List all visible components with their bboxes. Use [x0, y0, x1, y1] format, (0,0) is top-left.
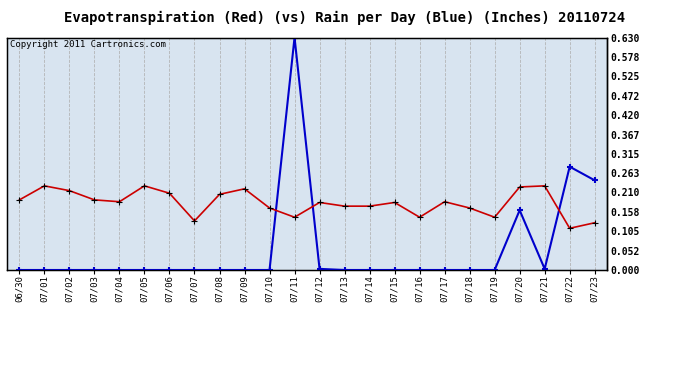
Text: Evapotranspiration (Red) (vs) Rain per Day (Blue) (Inches) 20110724: Evapotranspiration (Red) (vs) Rain per D… — [64, 11, 626, 26]
Text: Copyright 2011 Cartronics.com: Copyright 2011 Cartronics.com — [10, 40, 166, 49]
